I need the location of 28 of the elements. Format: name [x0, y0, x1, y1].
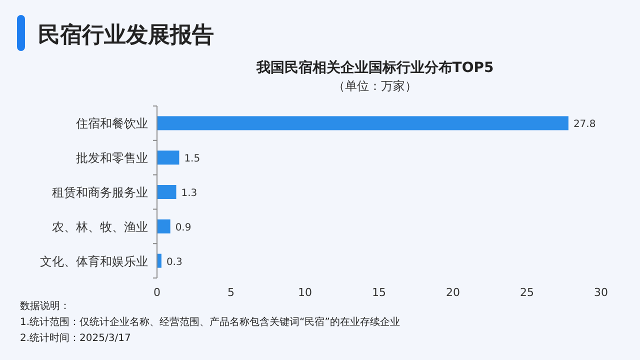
x-tick-label: 25 — [520, 286, 534, 299]
y-tick-label: 住宿和餐饮业 — [75, 116, 148, 131]
data-label: 1.5 — [184, 154, 200, 165]
data-label: 27.8 — [573, 119, 596, 130]
x-tick-label: 5 — [228, 286, 234, 299]
text: 民宿行业发展报告 — [38, 22, 214, 48]
y-tick-label: 文化、体育和娱乐业 — [40, 254, 148, 268]
x-tick-label: 30 — [594, 286, 608, 299]
bar — [157, 219, 170, 234]
x-tick-label: 20 — [446, 286, 460, 299]
bar — [157, 254, 162, 268]
x-tick-label: 0 — [154, 286, 160, 299]
chart-subtitle: （单位：万家） — [333, 79, 417, 93]
data-label: 1.3 — [181, 188, 198, 199]
bar — [157, 116, 568, 130]
x-tick-label: 10 — [298, 286, 312, 299]
bar — [157, 150, 180, 165]
y-tick-label: 租赁和商务服务业 — [52, 186, 148, 200]
text: 数据说明： — [20, 300, 70, 312]
bar — [157, 185, 176, 199]
text: 2.统计时间：2025/3/17 — [20, 332, 131, 344]
y-tick-label: 农、林、牧、渔业 — [52, 220, 148, 234]
chart-title: 我国民宿相关企业国标行业分布TOP5 — [255, 59, 494, 76]
x-tick-label: 15 — [372, 286, 386, 299]
y-tick-label: 批发和零售业 — [76, 151, 148, 166]
text: 1.统计范围：仅统计企业名称、经营范围、产品名称包含关键词“民宿”的在业存续企业 — [20, 316, 400, 328]
data-label: 0.3 — [166, 256, 182, 268]
data-label: 0.9 — [175, 222, 192, 234]
